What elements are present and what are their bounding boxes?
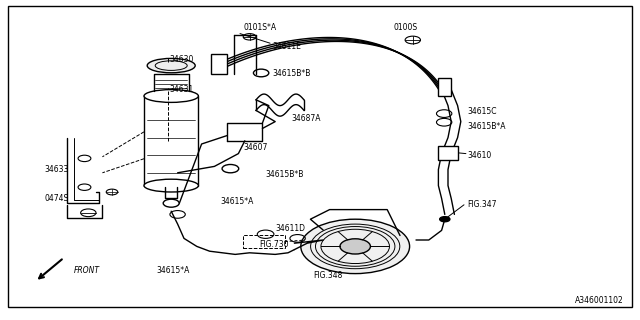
Text: 0101S*A: 0101S*A — [243, 23, 276, 32]
Text: FIG.347: FIG.347 — [467, 200, 497, 209]
Text: 0474S: 0474S — [45, 194, 69, 203]
Text: 34615*A: 34615*A — [157, 266, 190, 275]
Bar — [211, 54, 227, 74]
Bar — [438, 146, 458, 160]
Text: 34611E: 34611E — [272, 42, 301, 51]
Text: 34633: 34633 — [45, 165, 69, 174]
Text: 34630: 34630 — [170, 55, 194, 64]
Circle shape — [301, 219, 410, 274]
Text: 34615*A: 34615*A — [221, 197, 254, 206]
Text: FIG.730: FIG.730 — [259, 240, 289, 249]
Text: 0100S: 0100S — [394, 23, 418, 32]
Ellipse shape — [144, 179, 198, 192]
Text: 34615B*A: 34615B*A — [467, 122, 506, 131]
Ellipse shape — [147, 58, 195, 73]
Text: FRONT: FRONT — [74, 266, 100, 275]
Text: 34615B*B: 34615B*B — [272, 69, 310, 78]
Text: 34615C: 34615C — [467, 108, 497, 116]
Text: A346001102: A346001102 — [575, 296, 624, 305]
Bar — [438, 78, 451, 96]
Text: 34611D: 34611D — [275, 224, 305, 233]
Text: 34607: 34607 — [243, 143, 268, 152]
Text: 34610: 34610 — [467, 151, 492, 160]
Text: 34631: 34631 — [170, 85, 194, 94]
Ellipse shape — [144, 90, 198, 102]
Text: 34687A: 34687A — [291, 114, 321, 123]
Circle shape — [440, 217, 450, 222]
Text: FIG.348: FIG.348 — [314, 271, 343, 280]
Text: 34615B*B: 34615B*B — [266, 170, 304, 179]
Circle shape — [340, 239, 371, 254]
Bar — [243, 235, 285, 248]
